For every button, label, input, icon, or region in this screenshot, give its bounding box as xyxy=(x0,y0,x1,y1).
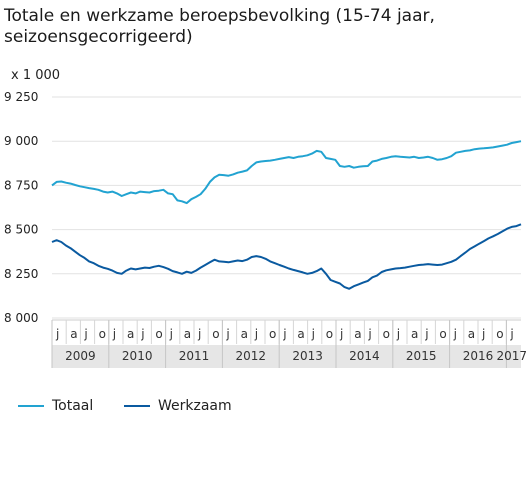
month-tick-label: o xyxy=(439,327,446,341)
y-unit-label: x 1 000 xyxy=(11,68,61,83)
month-tick-label: o xyxy=(383,327,390,341)
y-tick-label: 8 500 xyxy=(4,223,38,237)
y-tick-label: 8 750 xyxy=(4,178,38,192)
month-tick-label: j xyxy=(367,327,371,341)
month-tick-label: a xyxy=(411,327,418,341)
month-tick-label: j xyxy=(55,327,59,341)
month-tick-label: a xyxy=(241,327,248,341)
year-band xyxy=(52,345,521,368)
month-tick-label: j xyxy=(453,327,457,341)
month-tick-label: j xyxy=(169,327,173,341)
legend-label-totaal: Totaal xyxy=(52,398,94,414)
year-tick-label: 2013 xyxy=(292,349,323,363)
series-line-werkzaam xyxy=(51,223,522,290)
month-tick-label: a xyxy=(70,327,77,341)
year-tick-label: 2014 xyxy=(349,349,380,363)
month-tick-label: o xyxy=(99,327,106,341)
y-tick-label: 9 000 xyxy=(4,134,38,148)
year-tick-label: 2010 xyxy=(122,349,153,363)
legend-item-totaal: Totaal xyxy=(18,398,93,414)
year-tick-label: 2012 xyxy=(236,349,267,363)
month-tick-label: j xyxy=(112,327,116,341)
series-lines xyxy=(51,140,522,290)
year-tick-label: 2009 xyxy=(65,349,96,363)
year-tick-label: 2017 xyxy=(496,349,527,363)
month-tick-label: o xyxy=(212,327,219,341)
legend-swatch-totaal xyxy=(18,405,44,407)
legend-label-werkzaam: Werkzaam xyxy=(158,398,232,414)
grid-lines xyxy=(52,96,521,319)
month-tick-label: j xyxy=(225,327,229,341)
month-tick-label: j xyxy=(282,327,286,341)
year-tick-label: 2016 xyxy=(463,349,494,363)
y-tick-label: 8 000 xyxy=(4,311,38,325)
month-tick-label: j xyxy=(140,327,144,341)
month-tick-label: j xyxy=(396,327,400,341)
month-tick-label: j xyxy=(509,327,513,341)
month-tick-label: a xyxy=(354,327,361,341)
month-tick-label: j xyxy=(424,327,428,341)
month-tick-label: j xyxy=(254,327,258,341)
year-tick-label: 2011 xyxy=(179,349,210,363)
month-tick-label: o xyxy=(326,327,333,341)
y-tick-label: 8 250 xyxy=(4,267,38,281)
month-tick-label: j xyxy=(311,327,315,341)
month-tick-label: j xyxy=(339,327,343,341)
month-tick-label: o xyxy=(269,327,276,341)
month-tick-label: a xyxy=(297,327,304,341)
month-tick-label: a xyxy=(468,327,475,341)
month-tick-label: j xyxy=(481,327,485,341)
legend-item-werkzaam: Werkzaam xyxy=(124,398,232,414)
month-tick-label: o xyxy=(496,327,503,341)
month-tick-label: a xyxy=(127,327,134,341)
month-tick-label: a xyxy=(184,327,191,341)
series-line-totaal xyxy=(51,140,522,205)
y-tick-label: 9 250 xyxy=(4,90,38,104)
month-tick-label: o xyxy=(155,327,162,341)
legend-swatch-werkzaam xyxy=(124,405,150,407)
month-tick-label: j xyxy=(83,327,87,341)
chart-title: Totale en werkzame beroepsbevolking (15-… xyxy=(4,6,435,47)
year-tick-label: 2015 xyxy=(406,349,437,363)
month-tick-label: j xyxy=(197,327,201,341)
y-axis-ticks: 8 000 8 250 8 500 8 750 9 000 9 250 xyxy=(4,90,38,325)
